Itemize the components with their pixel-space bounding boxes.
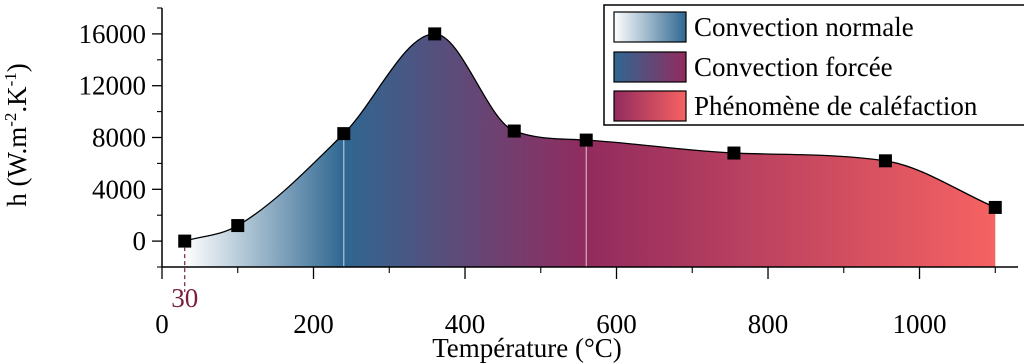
x-tick-label-200: 200 [293, 309, 334, 339]
data-point-3 [428, 27, 442, 41]
legend-label-convection-forcee: Convection forcée [694, 52, 893, 82]
y-axis-title-sup1: -2 [1, 113, 20, 127]
y-tick-label-4000: 4000 [92, 174, 146, 204]
y-axis-title-mid: .K [2, 86, 32, 113]
y-axis-title-sup2: -1 [1, 72, 20, 86]
data-point-8 [988, 200, 1002, 214]
y-axis-title-main: h (W.m [2, 127, 32, 207]
y-axis-title-end: ) [2, 63, 32, 72]
x-tick-label-1000: 1000 [893, 309, 947, 339]
data-point-5 [579, 133, 593, 147]
data-point-2 [337, 127, 351, 141]
x-tick-label-0: 0 [155, 309, 169, 339]
data-point-7 [878, 154, 892, 168]
plot-area: 30 [171, 27, 1002, 313]
axes: 0 4000 8000 12000 16000 0 200 400 600 800 1000 [79, 7, 1018, 339]
y-tick-label-0: 0 [133, 226, 147, 256]
legend-swatch-convection-forcee [613, 51, 687, 83]
data-point-0 [178, 234, 192, 248]
y-tick-label-8000: 8000 [92, 123, 146, 153]
legend: Convection normale Convection forcée Phé… [603, 4, 1024, 126]
y-axis-title: h (W.m-2.K-1) [1, 63, 32, 207]
y-tick-label-16000: 16000 [79, 19, 147, 49]
legend-label-convection-normale: Convection normale [694, 12, 914, 42]
legend-label-calefaction: Phénomène de caléfaction [694, 91, 978, 121]
x-tick-label-800: 800 [748, 309, 789, 339]
annotation-label: 30 [171, 283, 198, 313]
legend-swatch-convection-normale [613, 11, 687, 43]
legend-swatch-calefaction [613, 90, 687, 122]
x-tick-label-400: 400 [445, 309, 486, 339]
data-point-1 [231, 219, 245, 233]
x-axis-title: Température (°C) [432, 333, 622, 363]
x-tick-label-600: 600 [596, 309, 637, 339]
data-point-6 [727, 146, 741, 160]
data-point-4 [507, 124, 521, 138]
area-fill [184, 33, 996, 268]
y-tick-label-12000: 12000 [79, 71, 147, 101]
